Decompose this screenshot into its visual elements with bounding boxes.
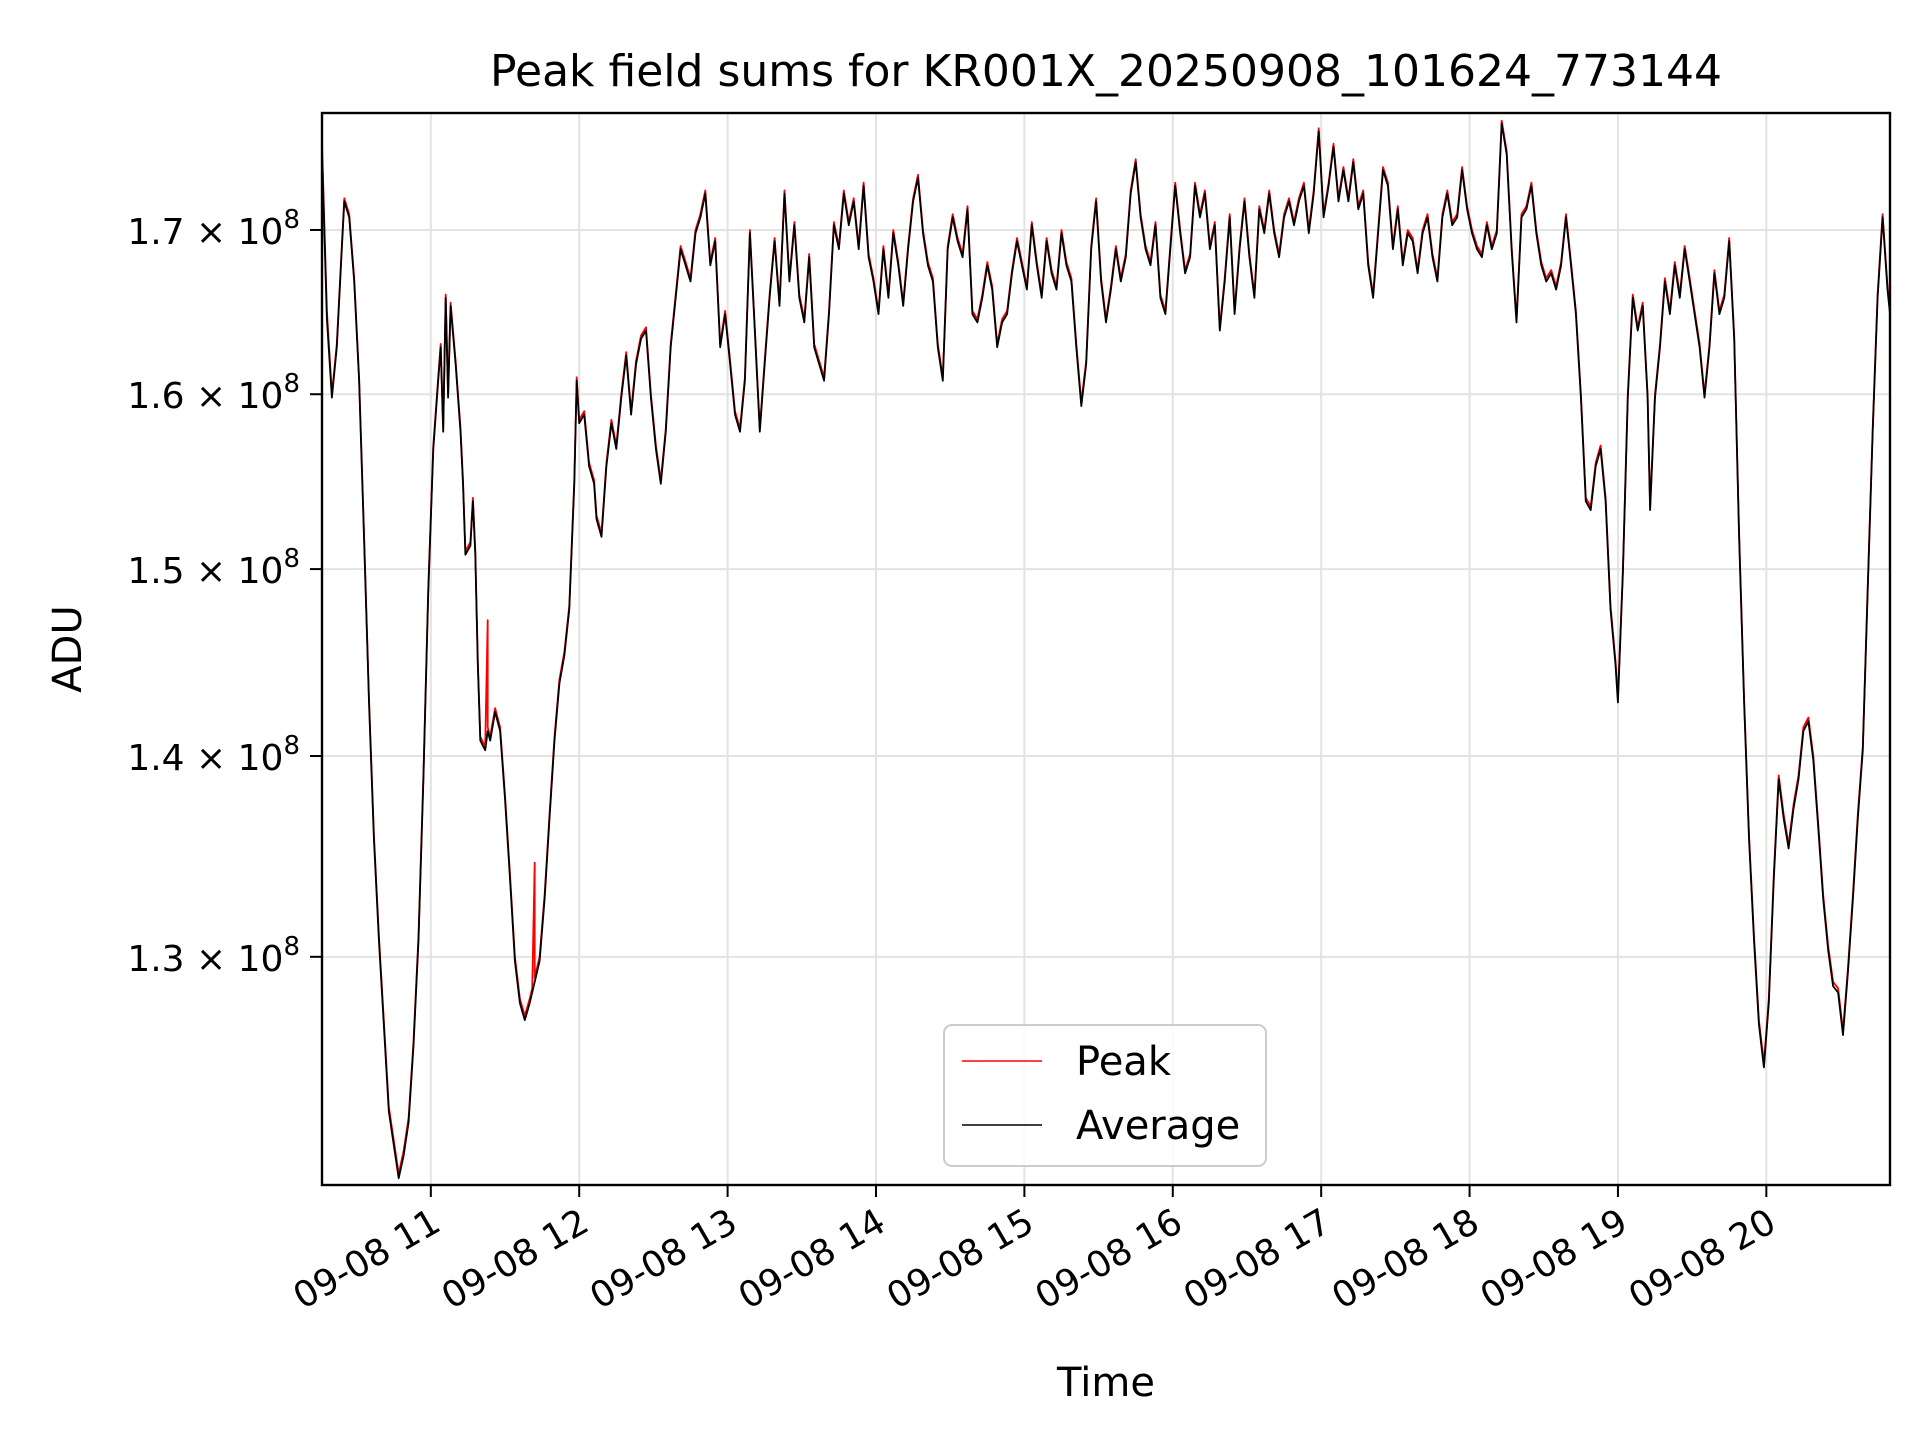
legend: Peak Average [943, 1024, 1267, 1167]
x-axis-label: Time [1056, 1360, 1155, 1406]
series-line-average [322, 122, 1890, 1180]
y-tick-label: 1.3 × 108 [127, 932, 300, 980]
y-axis: 1.3 × 108 1.4 × 108 1.5 × 108 1.6 × 108 1.7 … [127, 205, 322, 980]
y-tick-label: 1.7 × 108 [127, 205, 300, 253]
y-axis-label: ADU [45, 605, 91, 692]
legend-peak-label: Peak [1076, 1039, 1172, 1085]
chart-title: Peak field sums for KR001X_20250908_1016… [490, 46, 1722, 97]
y-tick-label: 1.6 × 108 [127, 369, 300, 417]
y-tick-label: 1.5 × 108 [127, 544, 300, 592]
legend-average-label: Average [1076, 1103, 1240, 1149]
y-tick-label: 1.4 × 108 [127, 731, 300, 779]
plot-area [322, 119, 1890, 1180]
grid [322, 113, 1890, 1185]
axes-frame [320, 111, 1892, 1187]
